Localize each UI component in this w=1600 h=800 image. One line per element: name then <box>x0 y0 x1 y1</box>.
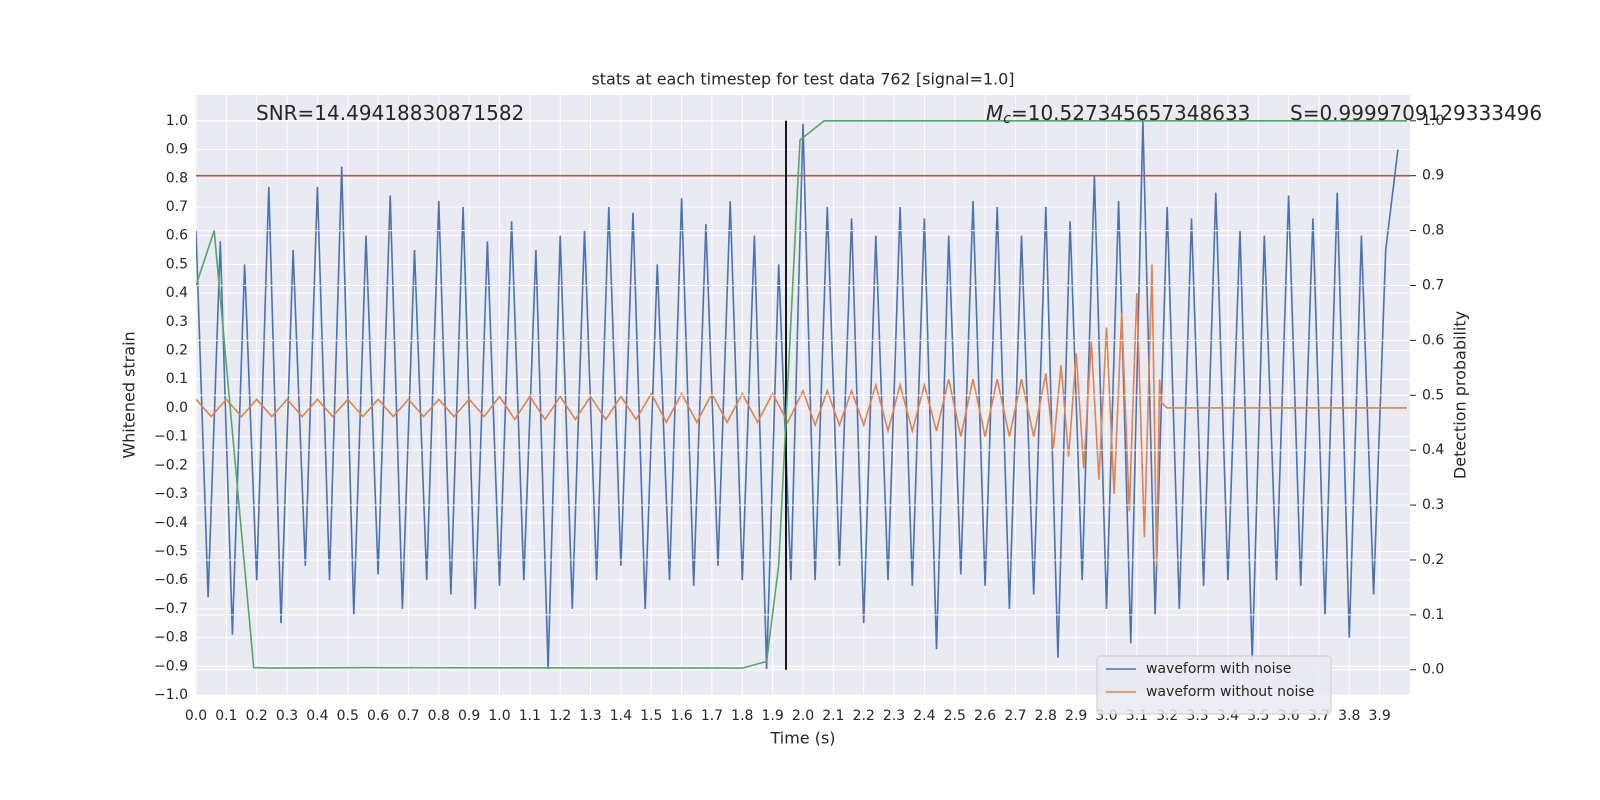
y-tick-label: −0.1 <box>154 429 188 445</box>
x-tick-label: 2.5 <box>944 708 966 724</box>
x-tick-label: 1.8 <box>731 708 753 724</box>
annotation: SNR=14.49418830871582 <box>256 101 524 125</box>
y-tick-label: −0.8 <box>154 630 188 646</box>
x-tick-label: 1.4 <box>610 708 632 724</box>
y2-tick-label: 1.0 <box>1422 113 1444 129</box>
y-tick-label: 1.0 <box>166 113 188 129</box>
x-tick-label: 2.0 <box>792 708 814 724</box>
legend-label: waveform without noise <box>1146 684 1314 700</box>
y-tick-label: −0.7 <box>154 601 188 617</box>
x-tick-label: 0.7 <box>397 708 419 724</box>
plot-area <box>196 120 1407 670</box>
x-tick-label: 0.6 <box>367 708 389 724</box>
x-tick-label: 0.5 <box>337 708 359 724</box>
y-tick-label: 0.4 <box>166 285 188 301</box>
y-tick-label: 0.5 <box>166 256 188 272</box>
x-tick-label: 1.6 <box>670 708 692 724</box>
x-tick-label: 0.2 <box>246 708 268 724</box>
y-tick-label: −0.2 <box>154 457 188 473</box>
y-tick-label: 0.1 <box>166 371 188 387</box>
annotation-text: SNR=14.49418830871582 <box>256 101 524 125</box>
y-axis-label: Whitened strain <box>120 331 139 458</box>
y-tick-label: 0.2 <box>166 343 188 359</box>
x-tick-label: 0.3 <box>276 708 298 724</box>
x-tick-label: 1.2 <box>549 708 571 724</box>
y2-tick-label: 0.8 <box>1422 223 1444 239</box>
y2-axis-label: Detection probability <box>1451 311 1470 479</box>
y-tick-label: 0.7 <box>166 199 188 215</box>
y-tick-label: 0.0 <box>166 400 188 416</box>
y-tick-label: −0.6 <box>154 572 188 588</box>
legend-label: waveform with noise <box>1146 661 1291 677</box>
y-tick-label: −0.5 <box>154 543 188 559</box>
annotation-text: S=0.9999709129333496 <box>1290 101 1542 125</box>
x-tick-label: 0.0 <box>185 708 207 724</box>
annotation: S=0.9999709129333496 <box>1290 101 1542 125</box>
y-tick-label: 0.9 <box>166 142 188 158</box>
x-tick-label: 2.2 <box>853 708 875 724</box>
x-tick-label: 2.9 <box>1065 708 1087 724</box>
x-tick-label: 1.5 <box>640 708 662 724</box>
x-tick-label: 1.3 <box>579 708 601 724</box>
y2-tick-label: 0.2 <box>1422 552 1444 568</box>
y-tick-label: −0.3 <box>154 486 188 502</box>
x-tick-label: 2.8 <box>1035 708 1057 724</box>
x-tick-label: 1.7 <box>701 708 723 724</box>
y2-tick-label: 0.1 <box>1422 607 1444 623</box>
x-tick-label: 1.9 <box>762 708 784 724</box>
x-tick-label: 0.8 <box>428 708 450 724</box>
x-tick-label: 1.1 <box>519 708 541 724</box>
annotation-symbol: M <box>986 101 1003 125</box>
y2-tick-label: 0.0 <box>1422 662 1444 678</box>
y-tick-label: 0.3 <box>166 314 188 330</box>
annotation: Mc=10.527345657348633 <box>986 101 1250 128</box>
y-tick-label: −0.4 <box>154 515 188 531</box>
y-tick-label: 0.8 <box>166 170 188 186</box>
x-tick-label: 3.8 <box>1338 708 1360 724</box>
x-tick-label: 2.3 <box>883 708 905 724</box>
x-tick-label: 0.9 <box>458 708 480 724</box>
x-tick-label: 2.6 <box>974 708 996 724</box>
legend-box <box>1096 655 1332 715</box>
y-tick-label: −0.9 <box>154 658 188 674</box>
x-tick-label: 2.1 <box>822 708 844 724</box>
x-tick-label: 2.4 <box>913 708 935 724</box>
annotation-subscript: c <box>1003 111 1011 127</box>
y2-tick-label: 0.4 <box>1422 442 1444 458</box>
x-tick-label: 3.9 <box>1369 708 1391 724</box>
x-axis-label: Time (s) <box>769 729 835 748</box>
y2-tick-label: 0.3 <box>1422 497 1444 513</box>
chart-title: stats at each timestep for test data 762… <box>591 70 1014 89</box>
x-tick-label: 1.0 <box>488 708 510 724</box>
y2-tick-label: 0.7 <box>1422 277 1444 293</box>
y2-tick-label: 0.6 <box>1422 332 1444 348</box>
x-tick-label: 0.4 <box>306 708 328 724</box>
series-line <box>196 120 1407 669</box>
y2-tick-label: 0.9 <box>1422 168 1444 184</box>
annotation-text: =10.527345657348633 <box>1011 101 1250 125</box>
plot-area-y2 <box>196 120 1410 670</box>
series-line <box>196 264 1407 566</box>
y2-tick-label: 0.5 <box>1422 387 1444 403</box>
y-tick-label: −1.0 <box>154 687 188 703</box>
x-tick-label: 2.7 <box>1004 708 1026 724</box>
x-tick-label: 0.1 <box>215 708 237 724</box>
y-tick-label: 0.6 <box>166 228 188 244</box>
series-line <box>196 120 1399 670</box>
